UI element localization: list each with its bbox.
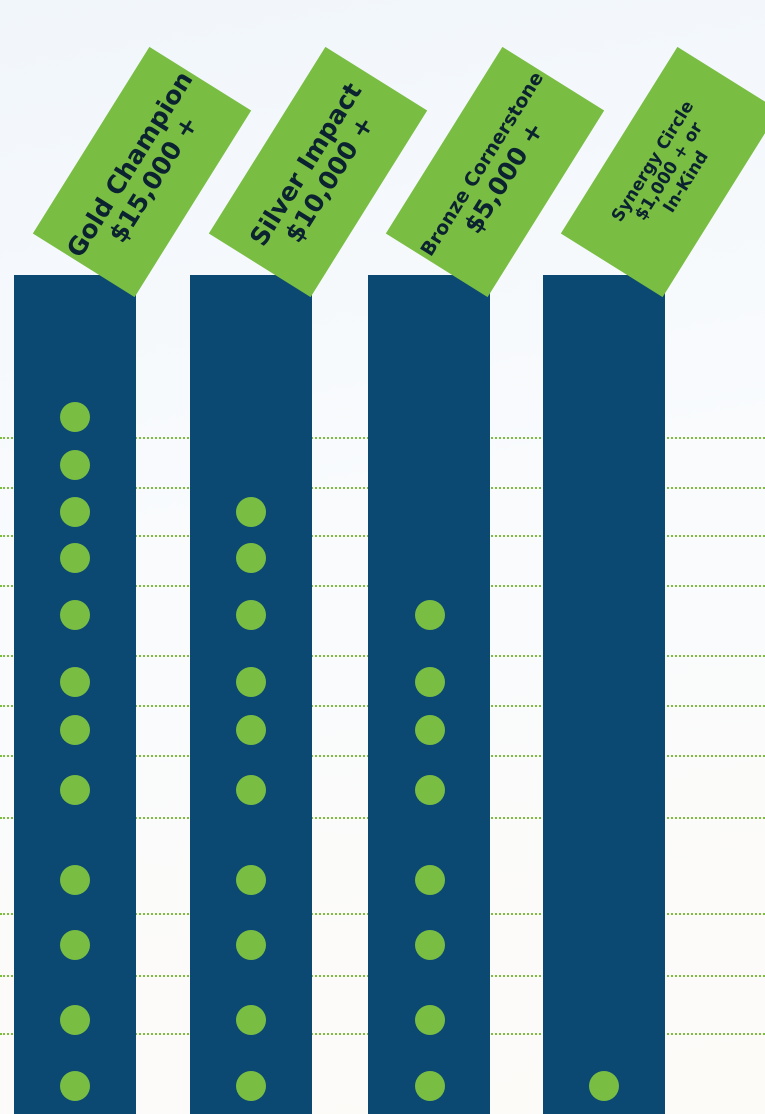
benefit-dot-silver	[236, 865, 266, 895]
tier-banner-silver: Silver Impact $10,000 +	[208, 46, 428, 298]
benefit-dot-silver	[236, 667, 266, 697]
benefit-dot-gold	[60, 600, 90, 630]
tier-banner-synergy: Synergy Circle $1,000 + or In-Kind	[560, 46, 765, 298]
benefit-dot-silver	[236, 543, 266, 573]
benefit-dot-bronze	[415, 775, 445, 805]
benefit-dot-silver	[236, 1071, 266, 1101]
benefit-dot-gold	[60, 1005, 90, 1035]
tier-banner-gold: Gold Champion $15,000 +	[32, 46, 252, 298]
benefit-dot-gold	[60, 543, 90, 573]
benefit-dot-silver	[236, 497, 266, 527]
benefit-dot-bronze	[415, 1071, 445, 1101]
benefit-dot-silver	[236, 600, 266, 630]
benefit-dot-gold	[60, 715, 90, 745]
benefit-dot-gold	[60, 667, 90, 697]
benefit-dot-silver	[236, 715, 266, 745]
benefit-dot-gold	[60, 930, 90, 960]
tier-banner-bronze: Bronze Cornerstone $5,000 +	[385, 46, 605, 298]
benefit-dot-bronze	[415, 715, 445, 745]
benefit-dot-silver	[236, 1005, 266, 1035]
benefit-dot-bronze	[415, 667, 445, 697]
tier-column-synergy	[543, 275, 665, 1114]
benefit-dot-gold	[60, 1071, 90, 1101]
benefit-dot-bronze	[415, 600, 445, 630]
benefit-dot-gold	[60, 775, 90, 805]
benefit-dot-silver	[236, 930, 266, 960]
benefit-dot-bronze	[415, 865, 445, 895]
benefit-dot-gold	[60, 402, 90, 432]
benefit-dot-silver	[236, 775, 266, 805]
benefit-dot-synergy	[589, 1071, 619, 1101]
benefit-dot-gold	[60, 865, 90, 895]
benefit-dot-gold	[60, 450, 90, 480]
benefit-dot-gold	[60, 497, 90, 527]
benefit-dot-bronze	[415, 1005, 445, 1035]
benefit-dot-bronze	[415, 930, 445, 960]
